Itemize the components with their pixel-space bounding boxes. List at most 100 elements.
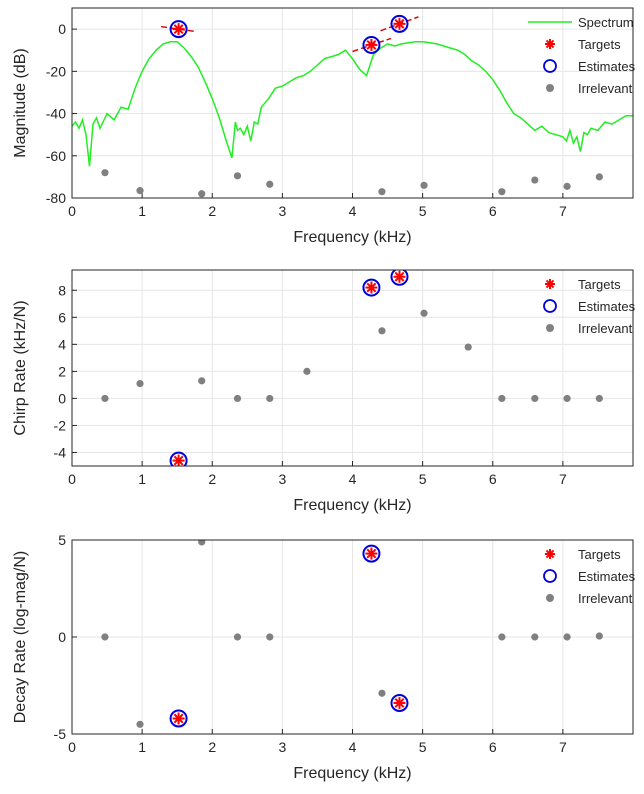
irrelevant-point [101,169,109,177]
x-tick-label: 2 [208,203,216,219]
irrelevant-point [498,188,506,196]
x-tick-label: 7 [559,739,567,755]
target-marker-stroke [173,24,184,35]
data-layer [101,540,603,728]
irrelevant-point [498,394,506,403]
legend-target-marker-stroke [545,279,555,289]
irrelevant-point [563,394,571,403]
irrelevant-point [101,633,109,641]
irrelevant-point [198,377,206,385]
x-tick-label: 6 [489,471,497,487]
legend-irrelevant-marker [546,84,554,92]
target-marker-stroke [173,713,184,724]
legend: Spectrum Targets Estimates Irrelevant [528,15,636,96]
x-tick-label: 5 [419,739,427,755]
chirp-segment [160,25,197,33]
x-tick-label: 6 [489,203,497,219]
y-tick-label: 8 [58,282,66,298]
x-tick-label: 6 [489,739,497,755]
x-tick-label: 4 [349,471,357,487]
x-tick-label: 0 [68,203,76,219]
panel-1: 0 1 2 3 4 5 6 7 -80 -60 -40 -20 0 Frequency (kHz) Magn… [12,7,636,246]
target-marker [393,17,406,30]
legend-estimate-marker [543,569,557,583]
legend: Targets Estimates Irrelevant [543,277,636,336]
irrelevant-point [531,633,539,641]
irrelevant-point [531,176,539,184]
y-tick-label: -40 [46,106,66,122]
y-tick-label: 2 [58,363,66,379]
target-marker-stroke [394,698,405,708]
x-tick-label: 7 [559,203,567,219]
y-axis-label: Decay Rate (log-mag/N) [12,551,29,724]
target-marker [365,38,378,51]
estimate-marker [169,709,188,728]
spectrum-line [72,41,633,167]
estimate-marker [362,278,381,297]
legend-entry-estimates: Estimates [578,59,636,74]
target-marker-stroke [366,548,377,559]
legend-entry-irrelevant: Irrelevant [578,321,633,336]
target-marker-stroke [394,18,405,29]
target-marker [393,696,406,709]
y-tick-label: -20 [46,63,66,79]
irrelevant-point [266,180,274,188]
grid [71,270,633,466]
x-axis-label: Frequency (kHz) [293,765,411,782]
x-tick-label: 7 [559,471,567,487]
legend-target-marker-stroke [545,549,555,559]
target-marker [172,454,185,466]
panel-2: 0 1 2 3 4 5 6 7 -4 -2 0 2 4 6 8 Frequency (kHz) Chirp Ra… [12,269,636,514]
legend-entry-targets: Targets [578,37,621,52]
x-tick-label: 1 [138,471,146,487]
axes-box [71,269,634,467]
y-tick-label: 0 [58,629,66,645]
irrelevant-point [498,633,506,641]
target-marker [393,270,406,283]
legend-entry-spectrum: Spectrum [578,15,634,30]
legend-irrelevant-marker [546,324,554,332]
legend: Targets Estimates Irrelevant [543,547,636,606]
irrelevant-point [378,689,386,697]
estimate-marker [362,35,381,54]
legend-entry-irrelevant: Irrelevant [578,591,633,606]
irrelevant-point [378,327,386,335]
target-marker-stroke [366,39,377,50]
legend-entry-irrelevant: Irrelevant [578,81,633,96]
irrelevant-point [233,633,242,641]
x-tick-label: 5 [419,203,427,219]
estimate-marker [169,451,188,466]
y-tick-label: 4 [58,336,66,352]
irrelevant-point [595,632,603,640]
target-marker-stroke [173,455,184,466]
target-marker [172,712,185,725]
estimate-marker [169,20,188,39]
target-marker-stroke [394,271,405,282]
legend-estimate-marker [543,299,557,313]
x-tick-label: 2 [208,471,216,487]
irrelevant-point [266,633,274,641]
legend-entry-estimates: Estimates [578,299,636,314]
irrelevant-point [136,187,144,195]
x-tick-label: 0 [68,471,76,487]
legend-target-marker [545,39,555,49]
legend-target-marker-stroke [545,39,555,49]
irrelevant-point [420,309,428,317]
x-axis-label: Frequency (kHz) [293,497,411,514]
y-tick-label: -5 [54,726,67,742]
x-tick-label: 3 [278,203,286,219]
axes-box [71,539,634,735]
data-layer [72,14,633,198]
y-tick-label: 5 [58,532,66,548]
y-axis-label: Magnitude (dB) [12,48,29,157]
x-tick-label: 3 [278,739,286,755]
estimate-marker [390,693,409,712]
legend-target-marker [545,549,555,559]
irrelevant-point [233,172,242,180]
target-marker-stroke [366,282,377,293]
x-tick-label: 1 [138,739,146,755]
x-tick-label: 2 [208,739,216,755]
irrelevant-point [531,394,539,403]
